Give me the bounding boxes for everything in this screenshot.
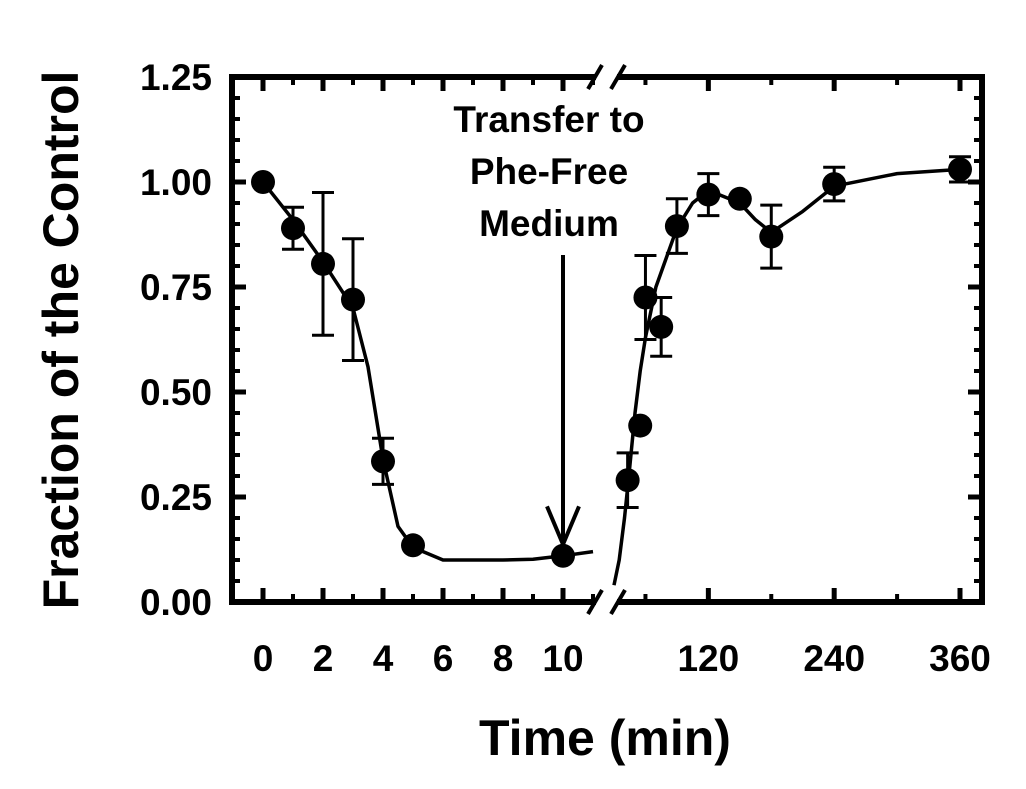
x-tick-label: 120 bbox=[677, 638, 739, 679]
data-point bbox=[727, 186, 752, 211]
data-point bbox=[341, 287, 365, 312]
data-point bbox=[371, 449, 395, 474]
y-axis-title: Fraction of the Control bbox=[33, 71, 89, 610]
data-point bbox=[628, 413, 653, 438]
data-point bbox=[551, 543, 575, 568]
annotation-line: Phe-Free bbox=[470, 151, 628, 192]
y-axis-ticks: 0.00 0.25 0.50 0.75 1.00 1.25 bbox=[140, 57, 982, 623]
fit-curve-segment2 bbox=[612, 167, 961, 586]
y-tick-label: 0.50 bbox=[140, 372, 212, 413]
data-points bbox=[251, 157, 972, 568]
x-tick-label: 2 bbox=[313, 638, 334, 679]
axis-break-slash bbox=[586, 63, 604, 91]
annotation-line: Transfer to bbox=[453, 99, 644, 140]
data-point bbox=[948, 157, 972, 182]
data-point bbox=[822, 172, 847, 197]
x-tick-label: 240 bbox=[803, 638, 865, 679]
data-point bbox=[633, 285, 658, 310]
data-point bbox=[649, 314, 674, 339]
y-tick-label: 0.75 bbox=[140, 267, 212, 308]
data-point bbox=[281, 216, 305, 241]
x-tick-label: 6 bbox=[433, 638, 454, 679]
y-tick-label: 1.25 bbox=[140, 57, 212, 98]
annotation-arrow-head bbox=[545, 505, 581, 550]
annotation: Transfer to Phe-Free Medium bbox=[453, 99, 645, 550]
x-tick-label: 8 bbox=[493, 638, 514, 679]
data-point bbox=[251, 170, 275, 194]
y-tick-label: 0.00 bbox=[140, 582, 212, 623]
annotation-line: Medium bbox=[479, 203, 619, 244]
data-point bbox=[401, 533, 425, 558]
y-tick-label: 1.00 bbox=[140, 162, 212, 203]
axis-break-slash bbox=[609, 588, 627, 616]
data-point bbox=[696, 182, 721, 207]
axis-break-slash bbox=[586, 588, 604, 616]
y-tick-label: 0.25 bbox=[140, 477, 212, 518]
x-axis-ticks: 0 2 4 6 8 10 120 240 360 bbox=[253, 77, 991, 679]
data-point bbox=[311, 251, 335, 276]
data-point bbox=[759, 224, 784, 249]
data-point bbox=[615, 468, 640, 493]
axis-break-marks bbox=[586, 63, 627, 616]
x-tick-label: 0 bbox=[253, 638, 274, 679]
axis-break-slash bbox=[609, 63, 627, 91]
data-point bbox=[664, 214, 689, 239]
x-axis-title: Time (min) bbox=[479, 710, 731, 766]
x-tick-label: 360 bbox=[929, 638, 991, 679]
x-tick-label: 4 bbox=[373, 638, 394, 679]
x-tick-label: 10 bbox=[542, 638, 583, 679]
